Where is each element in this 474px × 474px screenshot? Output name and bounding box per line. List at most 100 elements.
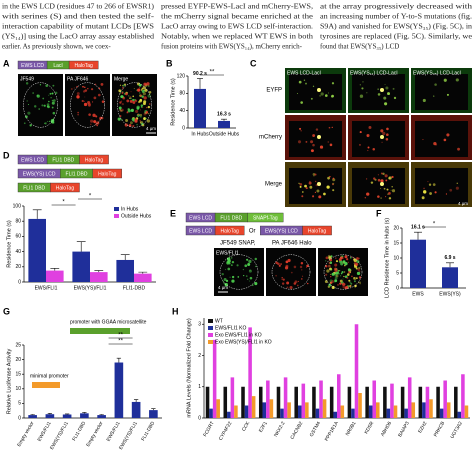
bar [315,408,320,418]
micrograph [289,121,342,157]
signal-spot [51,92,54,95]
bar [365,386,369,418]
error-bar [76,241,86,252]
error-bar [94,270,104,273]
signal-spot [328,259,331,262]
signal-spot [359,281,361,283]
signal-spot [127,109,131,113]
row-label: EYFP [266,88,282,94]
signal-spot [309,185,313,189]
bar [400,386,405,418]
construct-segment [302,225,332,236]
signal-spot [370,181,374,184]
signal-spot [326,269,330,273]
signal-spot [330,255,333,258]
bar [454,386,458,418]
construct-label: FLI1 DBD [52,157,74,163]
bar [312,386,316,418]
signal-spot [44,122,47,125]
error-bar [120,254,130,260]
signal-spot [331,272,335,276]
signal-spot [339,260,343,264]
significance-label: ** [210,70,215,76]
signal-spot [383,96,387,100]
signal-spot [324,280,328,283]
signal-spot [287,258,291,263]
signal-spot [365,178,368,180]
bar [205,386,210,418]
signal-spot [100,82,104,86]
signal-spot [341,271,344,274]
channel-label: PA JF646 Halo [272,241,312,247]
bar [301,383,306,418]
signal-spot [330,281,333,285]
signal-spot [146,119,151,123]
signal-spot [304,184,307,188]
signal-spot [48,94,50,96]
signal-spot [300,101,303,104]
signal-spot [120,95,123,98]
y-tick-label: 0 [18,415,21,421]
error-bar [116,357,122,363]
bar [329,386,334,418]
signal-spot [248,269,252,273]
signal-spot [380,197,382,199]
signal-spot [320,92,324,96]
micrograph [415,121,468,157]
bar [80,413,89,418]
signal-spot [327,176,330,180]
signal-spot [76,92,80,96]
array-spot [380,182,384,186]
error-bar [138,271,148,274]
signal-spot [246,278,249,281]
row-label: Merge [265,182,283,188]
signal-spot [385,86,389,90]
signal-spot [329,143,333,147]
signal-spot [130,110,133,112]
signal-spot [120,109,123,112]
signal-spot [344,255,348,259]
construct-label: EWS(YS) LCD [23,171,56,177]
signal-spot [386,133,389,137]
y-tick-label: 5 [18,401,21,407]
y-tick-label: 10 [15,386,21,392]
construct-segment [50,182,80,193]
signal-spot [134,99,138,103]
signal-spot [237,276,240,278]
signal-spot [353,277,356,280]
signal-spot [331,285,335,290]
y-tick-label: 40 [179,108,185,114]
signal-spot [145,106,148,109]
construct-label: HaloTag [56,185,75,191]
signal-spot [388,197,392,200]
signal-spot [147,112,150,115]
signal-spot [380,179,384,183]
panel-letter: E [170,208,176,218]
bar [446,402,451,418]
signal-spot [348,271,351,274]
signal-spot [275,274,277,277]
signal-spot [49,92,52,95]
error-bar [50,268,60,271]
signal-spot [230,257,233,259]
signal-spot [349,284,352,288]
signal-spot [131,117,135,122]
signal-spot [331,94,334,98]
signal-spot [141,95,144,98]
signal-spot [342,278,344,280]
signal-spot [386,188,389,191]
signal-spot [325,260,327,262]
y-tick-label: 0 [18,279,21,285]
signal-spot [382,131,386,136]
signal-spot [364,197,366,199]
micrograph [289,168,342,204]
x-tick-label: In Hubs [191,131,209,137]
legend-label: WT [215,318,223,324]
signal-spot [46,103,50,106]
x-tick-label: EWS/FLI1 [106,420,122,442]
row-label: mCherry [259,135,282,141]
y-tick-label: 0 [396,285,399,291]
signal-spot [423,190,427,194]
signal-spot [301,195,304,198]
signal-spot [329,273,332,276]
